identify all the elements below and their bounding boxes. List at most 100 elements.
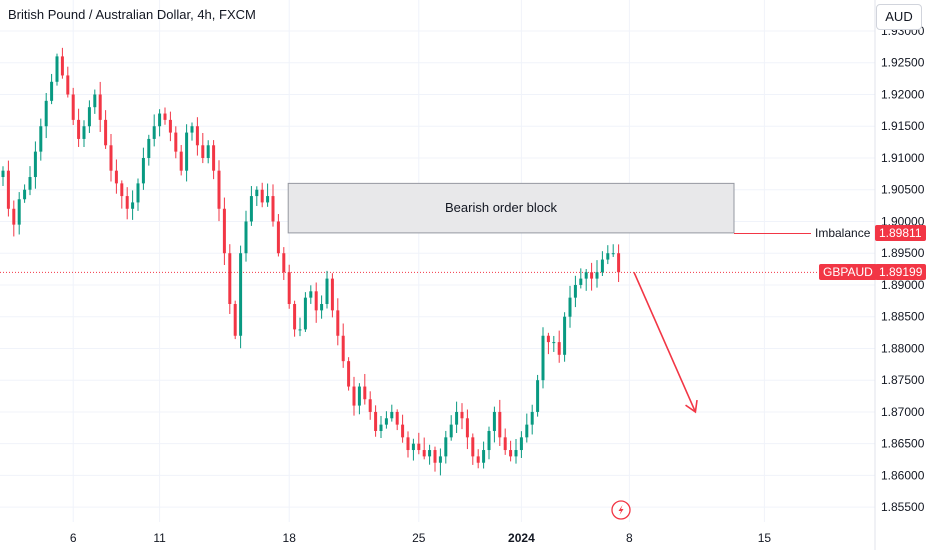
- candle-28: [152, 114, 156, 147]
- candle-body-112: [606, 253, 610, 260]
- order-block-zone[interactable]: [287, 182, 735, 234]
- candle-41: [222, 197, 226, 266]
- candle-36: [195, 117, 199, 156]
- candle-87: [471, 433, 475, 465]
- imbalance-label: Imbalance: [811, 225, 875, 242]
- candle-37: [201, 132, 205, 164]
- currency-selector[interactable]: AUD: [876, 4, 922, 30]
- candle-body-98: [530, 411, 534, 425]
- candle-112: [606, 245, 610, 265]
- candle-body-101: [546, 335, 550, 343]
- imbalance-price-tag: 1.89811: [875, 225, 926, 242]
- candle-body-17: [93, 94, 97, 108]
- candle-39: [212, 140, 216, 180]
- candle-body-55: [298, 329, 302, 331]
- candle-body-14: [77, 119, 81, 139]
- candle-77: [417, 432, 421, 455]
- candle-body-41: [222, 208, 226, 254]
- candle-body-82: [444, 437, 448, 457]
- candle-body-32: [174, 132, 178, 152]
- candle-body-2: [12, 208, 16, 225]
- candle-66: [357, 383, 361, 415]
- candle-body-60: [325, 278, 329, 305]
- candle-1: [6, 160, 10, 217]
- candle-body-61: [330, 278, 334, 311]
- candle-body-31: [168, 119, 172, 133]
- candle-body-25: [136, 183, 140, 203]
- candle-90: [487, 426, 491, 460]
- candle-94: [509, 440, 513, 462]
- candle-107: [579, 268, 583, 289]
- candle-body-64: [347, 361, 351, 387]
- candle-46: [249, 186, 253, 226]
- candle-21: [114, 159, 118, 194]
- time-tick-2: 18: [283, 531, 297, 545]
- candle-body-99: [536, 380, 540, 412]
- candle-64: [347, 357, 351, 391]
- candle-body-57: [309, 291, 313, 298]
- candle-62: [336, 298, 340, 346]
- candle-60: [325, 270, 329, 309]
- candle-body-86: [465, 418, 469, 438]
- candle-body-24: [131, 202, 135, 209]
- candle-body-84: [455, 411, 459, 425]
- candle-body-44: [239, 253, 243, 336]
- candle-23: [125, 187, 129, 220]
- candle-97: [525, 413, 529, 443]
- time-tick-3: 25: [412, 531, 426, 545]
- candle-99: [536, 374, 540, 417]
- candle-body-7: [39, 126, 43, 152]
- candle-body-30: [163, 113, 167, 120]
- candle-98: [530, 404, 534, 435]
- candle-12: [66, 66, 70, 98]
- candle-74: [401, 414, 405, 443]
- candle-104: [563, 312, 567, 362]
- candle-65: [352, 376, 356, 416]
- candle-105: [568, 285, 572, 328]
- candle-body-108: [584, 272, 588, 279]
- candle-29: [158, 109, 162, 137]
- candle-61: [330, 273, 334, 318]
- candle-2: [12, 200, 16, 237]
- candle-11: [60, 47, 64, 79]
- candle-body-16: [87, 107, 91, 127]
- price-tick-5: 1.88000: [881, 341, 925, 355]
- candle-body-78: [422, 450, 426, 457]
- candle-body-76: [411, 443, 415, 451]
- candle-body-53: [287, 272, 291, 305]
- candle-body-35: [190, 126, 194, 133]
- candle-45: [244, 210, 248, 262]
- candle-body-37: [201, 145, 205, 158]
- candle-110: [595, 260, 599, 288]
- candle-82: [444, 430, 448, 464]
- candle-30: [163, 107, 167, 125]
- candle-5: [28, 166, 32, 196]
- candle-70: [379, 416, 383, 438]
- candle-92: [498, 399, 502, 446]
- candle-body-110: [595, 272, 599, 279]
- candle-52: [282, 247, 286, 280]
- order-block-label: Bearish order block: [445, 200, 557, 215]
- candle-80: [433, 446, 437, 472]
- candle-13: [71, 87, 75, 126]
- lightning-icon[interactable]: [611, 500, 631, 520]
- candle-body-49: [266, 196, 270, 203]
- candle-85: [460, 403, 464, 430]
- candle-body-22: [120, 183, 124, 197]
- time-tick-0: 6: [70, 531, 77, 545]
- candle-83: [449, 415, 453, 441]
- candle-body-58: [314, 291, 318, 311]
- candle-26: [141, 147, 145, 190]
- candle-3: [17, 192, 21, 235]
- price-tick-3: 1.87000: [881, 405, 925, 419]
- symbol-tag: GBPAUD: [819, 264, 877, 281]
- candles: [1, 47, 621, 476]
- candle-53: [287, 264, 291, 309]
- candle-body-51: [276, 221, 280, 254]
- candle-81: [438, 448, 442, 476]
- time-tick-1: 11: [153, 531, 166, 545]
- candle-84: [455, 401, 459, 433]
- price-tick-13: 1.92000: [881, 87, 925, 101]
- projection-arrow: [633, 271, 698, 414]
